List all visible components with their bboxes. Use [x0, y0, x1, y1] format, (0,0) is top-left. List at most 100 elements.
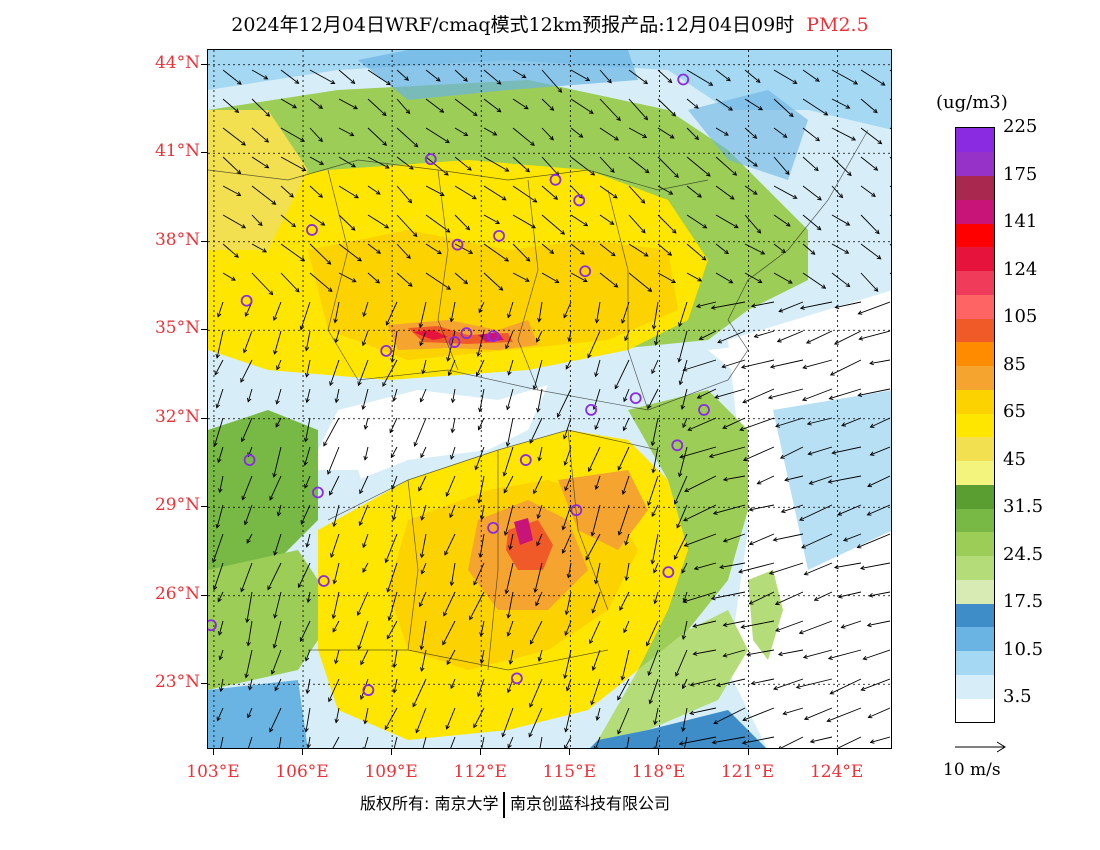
city-marker: [698, 403, 710, 416]
wind-vector-head: [753, 333, 759, 339]
wind-vector: [683, 504, 717, 522]
wind-vector: [674, 533, 688, 560]
wind-vector: [450, 562, 456, 586]
wind-vector: [679, 446, 717, 458]
wind-vector: [657, 185, 673, 195]
wind-vector: [778, 649, 804, 656]
wind-vector-head: [478, 407, 483, 413]
wind-vector: [570, 272, 588, 282]
wind-vector: [648, 649, 659, 676]
wind-vector-head: [292, 104, 298, 109]
wind-vector-head: [356, 611, 362, 616]
wind-vector-head: [624, 576, 630, 582]
wind-vector: [538, 446, 543, 461]
wind-vector-head: [643, 115, 649, 121]
wind-vector-head: [653, 720, 658, 726]
wind-vector-head: [391, 515, 397, 521]
wind-vector-head: [386, 587, 391, 593]
wind-vector: [367, 243, 381, 254]
wind-vector: [869, 591, 891, 597]
wind-vector-head: [299, 637, 304, 643]
wind-vector: [217, 591, 224, 602]
wind-vector-head: [508, 545, 513, 551]
wind-vector: [596, 301, 601, 323]
wind-vector: [338, 156, 356, 168]
wind-vector-head: [389, 428, 394, 434]
wind-vector-head: [349, 132, 355, 137]
wind-vector: [367, 272, 380, 284]
lat-tick: [201, 152, 207, 154]
wind-vector-head: [240, 437, 246, 443]
wind-vector-head: [419, 645, 425, 651]
wind-vector: [742, 707, 775, 721]
wind-vector: [749, 591, 775, 605]
wind-vector-head: [689, 710, 695, 716]
wind-vector: [242, 475, 253, 500]
wind-vector: [415, 707, 427, 733]
wind-vector: [567, 562, 572, 578]
wind-vector: [751, 678, 775, 685]
wind-vector-head: [449, 581, 455, 587]
wind-vector: [335, 707, 340, 723]
wind-vector-head: [758, 106, 764, 111]
wind-vector: [425, 69, 441, 82]
lon-tick: [212, 749, 214, 755]
wind-vector: [541, 127, 554, 141]
wind-vector: [213, 562, 224, 590]
wind-vector-head: [682, 367, 688, 372]
wind-vector-head: [495, 219, 501, 224]
wind-vector: [396, 243, 411, 259]
wind-vector: [628, 69, 648, 84]
wind-vector: [450, 678, 456, 689]
wind-vector-head: [622, 426, 628, 432]
wind-vector: [744, 156, 758, 167]
wind-vector-head: [847, 171, 852, 177]
wind-vector-head: [446, 356, 451, 362]
city-marker: [510, 672, 523, 685]
wind-vector-head: [752, 190, 758, 195]
wind-vector: [332, 591, 340, 619]
wind-vector: [773, 98, 794, 117]
map-canvas: [208, 50, 891, 748]
map-panel[interactable]: [207, 49, 892, 749]
wind-vector: [483, 127, 497, 136]
wind-vector-head: [330, 79, 336, 84]
colorbar-segment: [956, 294, 994, 319]
wind-vector: [217, 301, 224, 317]
wind-vector-head: [318, 137, 323, 143]
wind-vector-head: [567, 337, 572, 342]
wind-vector: [557, 388, 572, 418]
wind-vector-head: [329, 490, 334, 496]
wind-vector-head: [813, 596, 819, 601]
wind-vector: [831, 214, 850, 226]
wind-vector-head: [351, 278, 357, 283]
wind-vector: [684, 475, 717, 492]
wind-vector-head: [561, 549, 567, 554]
wind-vector-head: [696, 394, 702, 399]
wind-vector-head: [241, 224, 247, 229]
wind-vector-head: [246, 538, 251, 544]
wind-vector-head: [554, 278, 560, 284]
wind-vector: [628, 185, 645, 204]
wind-vector: [535, 591, 543, 606]
wind-vector: [412, 678, 427, 707]
wind-vector-head: [678, 380, 684, 386]
wind-vector: [273, 620, 282, 648]
wind-vector: [837, 504, 862, 516]
wind-vector: [533, 359, 543, 390]
wind-vector-head: [505, 344, 510, 350]
wind-vector-head: [215, 353, 221, 359]
wind-vector: [393, 678, 398, 693]
wind-vector-head: [269, 727, 274, 733]
wind-vector: [678, 330, 688, 363]
wind-vector-head: [784, 477, 789, 482]
wind-vector: [247, 620, 253, 646]
wind-vector: [251, 127, 269, 143]
wind-vector-head: [587, 353, 592, 359]
wind-vector: [694, 562, 717, 570]
wind-vector-head: [492, 131, 498, 136]
wind-vector-head: [537, 656, 543, 662]
wind-vector: [860, 243, 882, 260]
wind-vector-head: [244, 673, 249, 679]
wind-vector-head: [845, 104, 851, 109]
